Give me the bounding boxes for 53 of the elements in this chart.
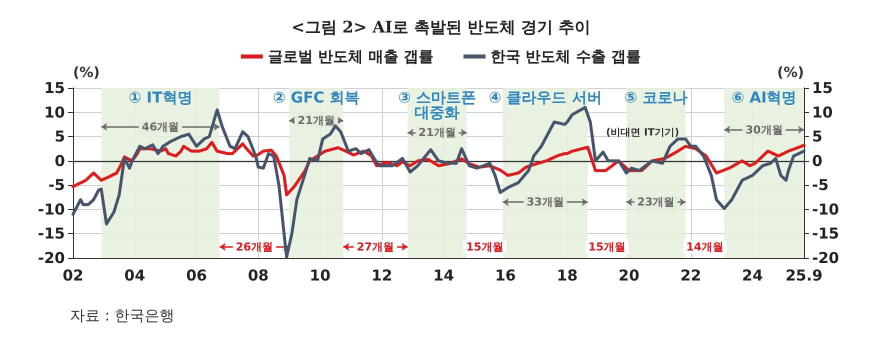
band-label: ① IT혁명 [128,88,192,106]
text: 자료 : 한국은행 [70,306,175,324]
y2-tick-label: 10 [812,103,833,122]
x-tick-label: 08 [248,266,269,284]
y2-tick-label: 0 [812,152,822,170]
annotation: 33개월 [526,196,564,209]
annotation: 15개월 [588,240,626,254]
x-tick-label: 06 [186,266,207,284]
x-tick-label: 25.9 [785,266,823,284]
band-label: ⑤ 코로나 [624,88,688,106]
x-tick-label: 18 [556,266,578,284]
annotation: 23개월 [637,196,675,209]
y-tick-label: -10 [38,200,65,218]
annotation: 27개월 [356,240,394,254]
annotation: 14개월 [686,240,724,254]
x-tick-label: 22 [680,266,702,284]
y-tick-label: -5 [48,176,65,194]
y-tick-label: -15 [38,224,65,243]
band-label: ④ 클라우드 서버 [488,88,602,106]
y2-axis-title: (%) [777,65,804,81]
y2-tick-label: -10 [812,200,840,218]
y-tick-label: 5 [54,128,65,146]
chart-title: <그림 2> AI로 촉발된 반도체 경기 추이 [291,18,591,36]
y-tick-label: 0 [54,152,65,170]
legend-label: 글로벌 반도체 매출 갭률 [268,48,434,66]
y-tick-label: -20 [38,249,65,267]
x-tick-label: 10 [310,266,331,284]
annotation: 46개월 [142,120,180,134]
x-tick-label: 16 [494,266,516,284]
y-tick-label: 10 [44,103,65,122]
legend-label: 한국 반도체 수출 갭률 [490,48,642,66]
x-tick-label: 04 [124,266,146,284]
annotation: 21개월 [418,126,456,140]
x-tick-label: 02 [62,266,84,284]
y2-tick-label: 5 [812,128,822,146]
x-tick-label: 20 [618,266,640,284]
x-tick-label: 14 [433,266,454,284]
band-label: ⑥ AI혁명 [732,88,797,106]
x-tick-label: 12 [371,266,392,284]
x-tick-label: 24 [742,266,763,284]
annotation: 15개월 [466,240,504,254]
annotation: 21개월 [298,114,335,128]
band-label: ③ 스마트폰 대중화 [398,88,476,122]
annotation: (비대면 IT기기) [606,128,680,138]
y2-tick-label: -5 [812,176,829,194]
y2-tick-label: -15 [812,224,840,243]
annotation: 26개월 [236,240,274,254]
y-tick-label: 15 [44,79,65,97]
y2-tick-label: 15 [812,79,833,97]
annotation: 30개월 [745,123,783,136]
band-label: ② GFC 회복 [272,88,360,106]
y2-tick-label: -20 [812,249,840,267]
y-axis-title: (%) [73,65,100,81]
